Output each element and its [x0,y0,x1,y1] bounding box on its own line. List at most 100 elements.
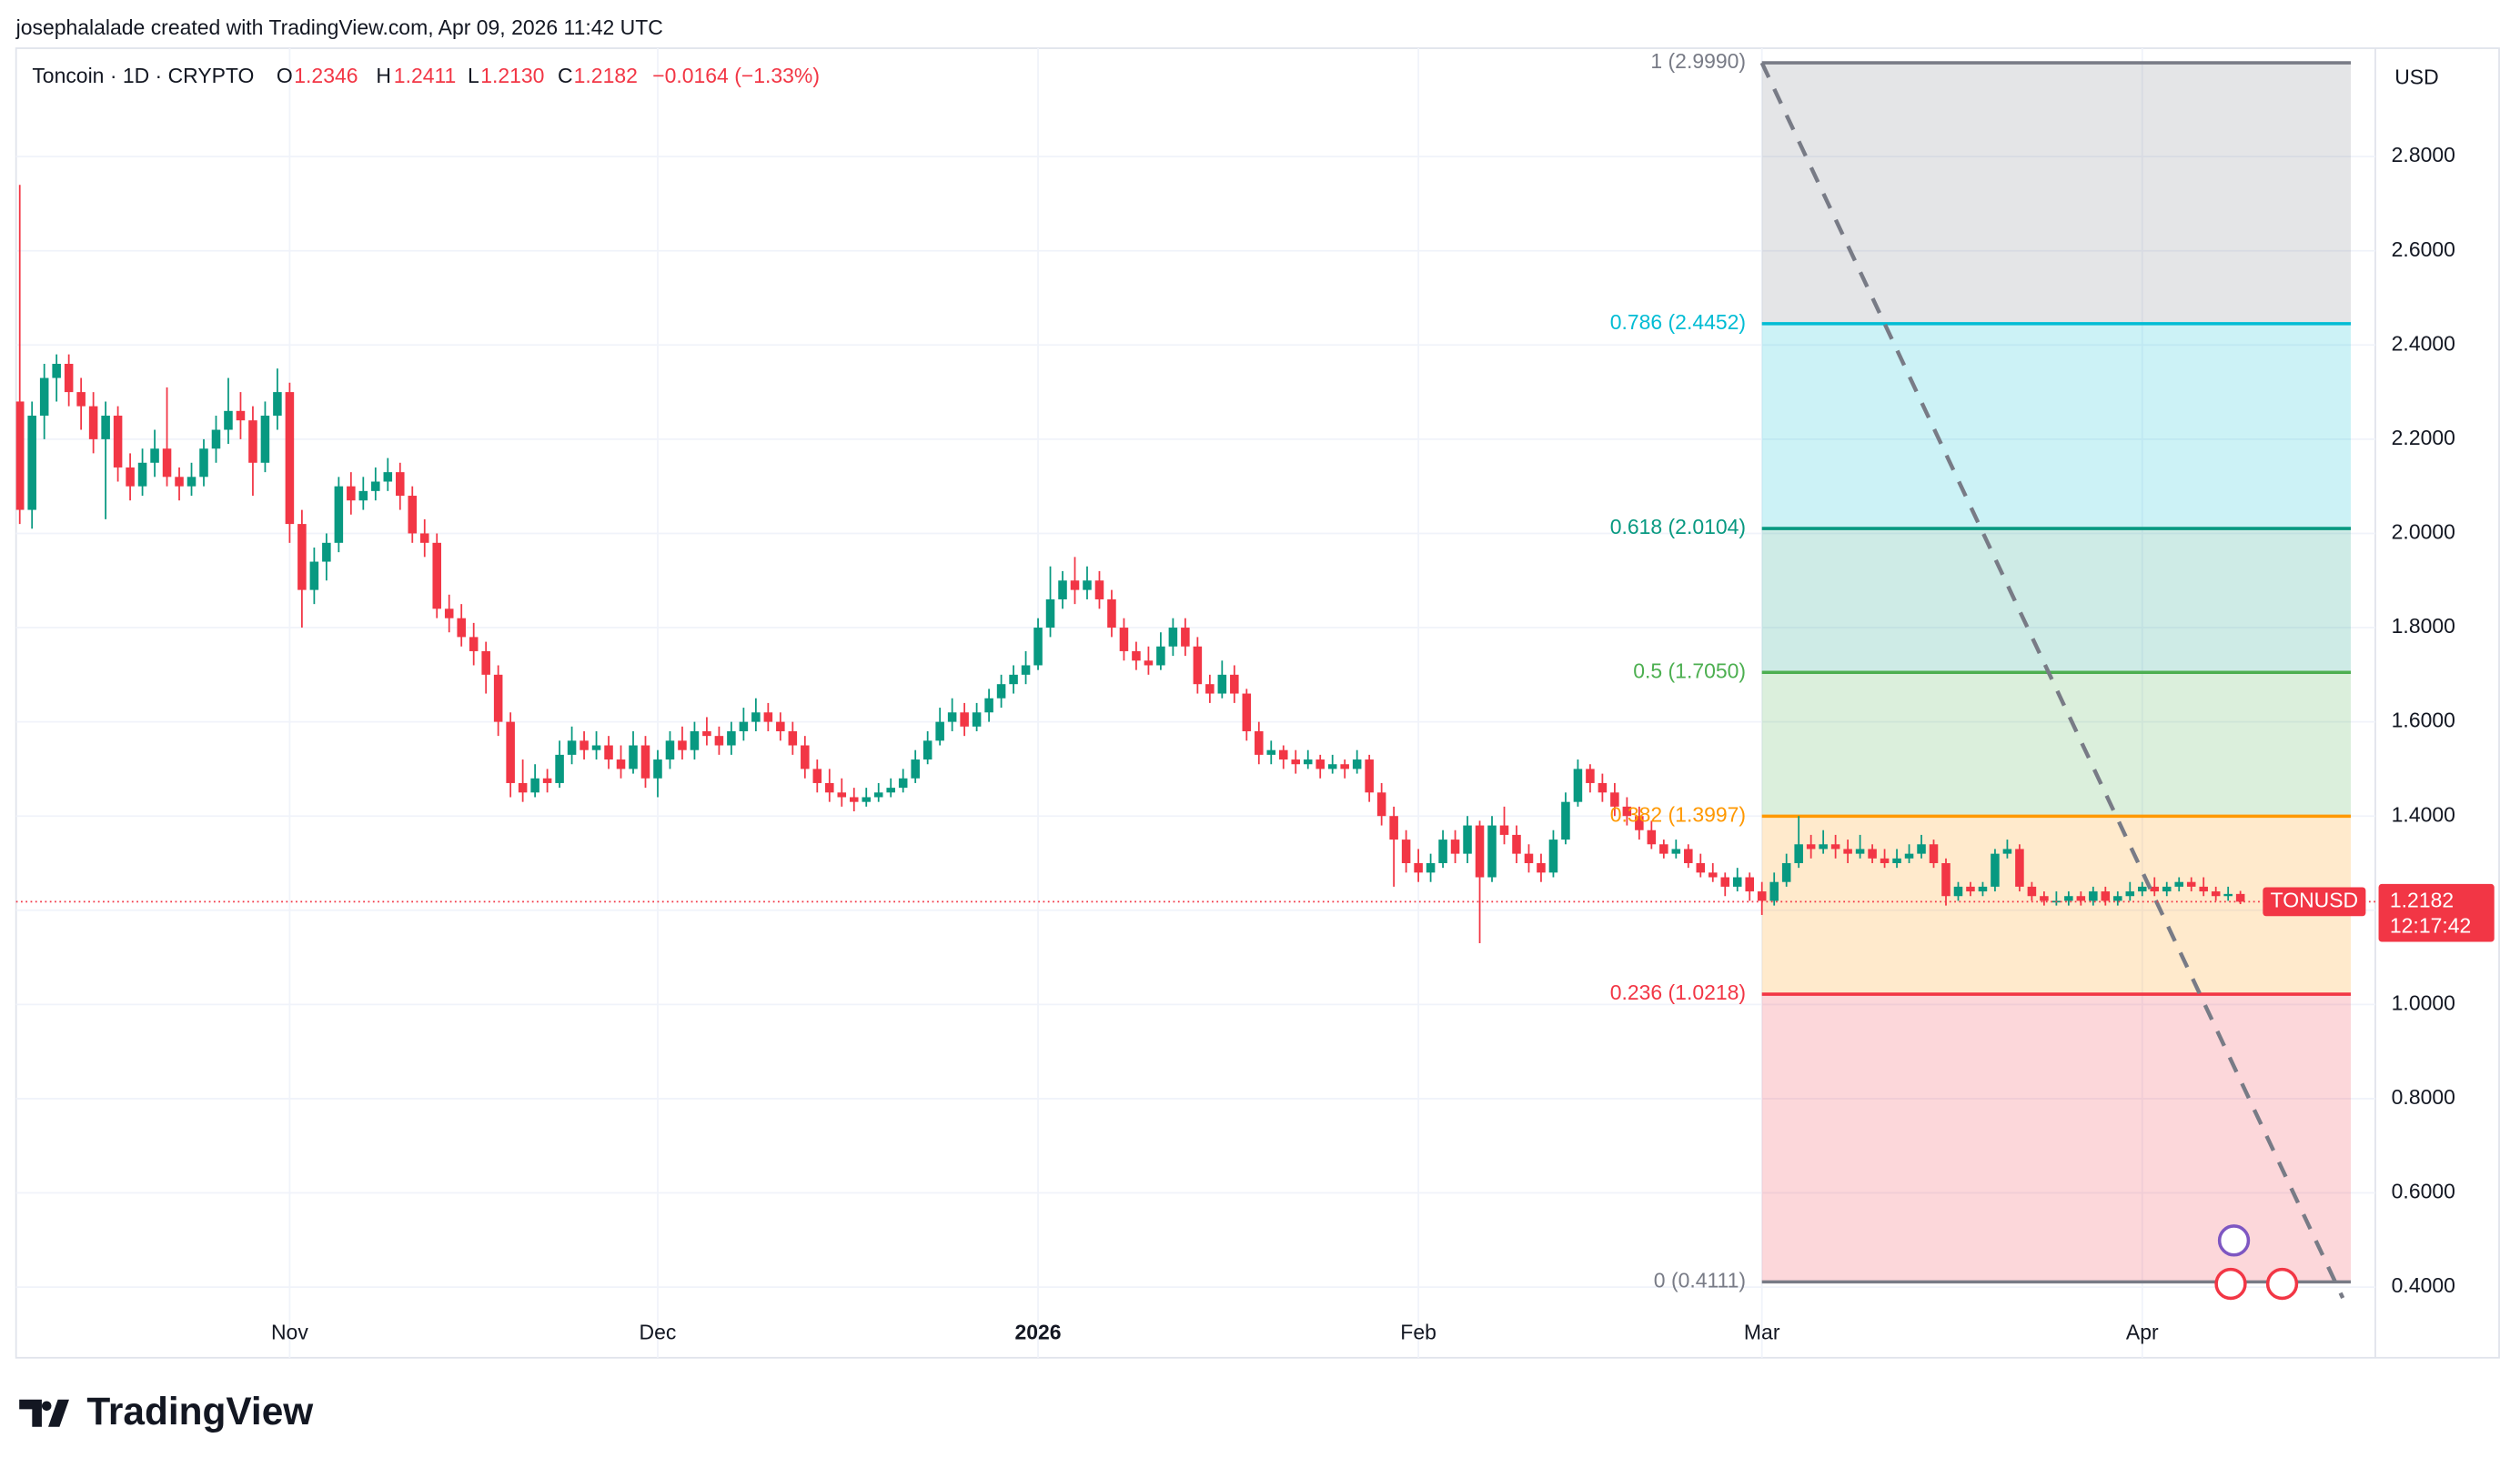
candle-body [1904,853,1914,859]
candle-body [236,410,246,421]
candle-body [788,730,798,746]
candle-body [1806,844,1816,850]
candle-body [2174,881,2184,887]
candle-body [1021,665,1031,675]
candle-body [347,486,356,501]
fib-retracement [1761,61,2352,1284]
candle-body [1094,580,1104,599]
candle-body [1376,792,1386,817]
ticker-label: TONUSD [2271,888,2358,911]
candle-body [604,745,613,760]
candle-body [580,740,589,750]
candle-body [1855,849,1865,854]
candle-body [1045,598,1055,628]
candle-body [1622,806,1632,817]
y-tick-label: 0.4000 [2392,1273,2455,1297]
candle-body [1414,862,1423,873]
candle-body [1966,886,1975,892]
candle-body [64,364,74,393]
candle-body [186,477,197,487]
candle-body [334,486,344,543]
x-tick-label: Dec [640,1320,677,1343]
candle-body [469,637,479,651]
candle-body [1450,840,1460,854]
fib-label: 1 (2.9990) [1650,49,1746,73]
candle-body [1438,840,1447,863]
candle-body [837,792,847,798]
candle-body [126,467,135,487]
candle-body [396,472,405,497]
ohlc-value: 1.2182 [574,64,638,87]
candle-body [444,608,454,618]
candle-body [751,712,761,722]
candle-body [27,415,36,510]
candle-body [2101,891,2111,901]
fib-band [1761,323,2352,529]
candle-body [1830,844,1840,850]
candle-body [1512,834,1521,854]
candle-body [518,782,528,793]
candle-body [849,797,859,802]
candle-body [2186,881,2196,887]
ohlc-key: L [468,64,479,87]
candle-body [2150,886,2160,892]
candle-body [1119,628,1129,651]
candle-body [1070,580,1080,590]
candle-body [727,730,736,746]
candle-body [1561,801,1570,840]
candle-body [1892,858,1901,863]
fib-label: 0.786 (2.4452) [1610,310,1746,334]
candle-body [150,448,159,463]
candle-body [1009,674,1018,685]
candle-body [776,721,785,731]
candle-body [1573,769,1583,802]
candle-body [1610,792,1619,807]
y-tick-label: 2.0000 [2392,520,2455,544]
candle-body [567,740,577,755]
change: −0.0164 (−1.33%) [652,64,820,87]
chart-frame [15,47,2500,1359]
x-tick-label: Feb [1400,1320,1436,1343]
y-tick-label: 2.4000 [2392,331,2455,355]
candle-body [1083,580,1092,590]
candle-body [862,797,872,802]
event-icon [2265,1267,2299,1301]
price-tag-label: 1.2182 [2390,888,2454,911]
candle-body [996,684,1006,699]
ohlc-key: C [558,64,573,87]
created-note: josephalalade created with TradingView.c… [15,15,663,39]
candle-body [285,392,295,525]
candle-body [812,769,822,783]
candle-body [457,618,466,638]
candle-body [1929,844,1939,863]
candle-body [76,392,86,407]
event-icon [2214,1267,2247,1301]
trend-line [1759,62,2345,1299]
candle-body [1757,891,1767,901]
candle-body [1156,646,1165,666]
candle-body [2040,896,2049,901]
candle-body [358,490,368,501]
candle-body [1548,840,1558,873]
candle-body [616,759,626,769]
candle-body [1193,646,1203,685]
candle-body [678,740,687,750]
candle-body [1058,580,1067,599]
y-tick-label: 2.2000 [2392,426,2455,449]
candle-body [1499,825,1509,835]
ohlc-key: H [376,64,391,87]
candle-body [984,698,993,713]
candle-body [1720,877,1730,887]
candle-body [2015,849,2024,887]
candle-body [714,736,724,746]
candle-body [653,759,662,779]
candle-body [1953,886,1963,897]
candle-body [297,524,307,590]
candle-body [1769,881,1779,901]
candle-body [273,392,282,416]
y-tick-label: 1.8000 [2392,614,2455,638]
y-tick-label: 1.0000 [2392,990,2455,1014]
candle-body [542,778,552,783]
candle-body [1537,862,1546,873]
